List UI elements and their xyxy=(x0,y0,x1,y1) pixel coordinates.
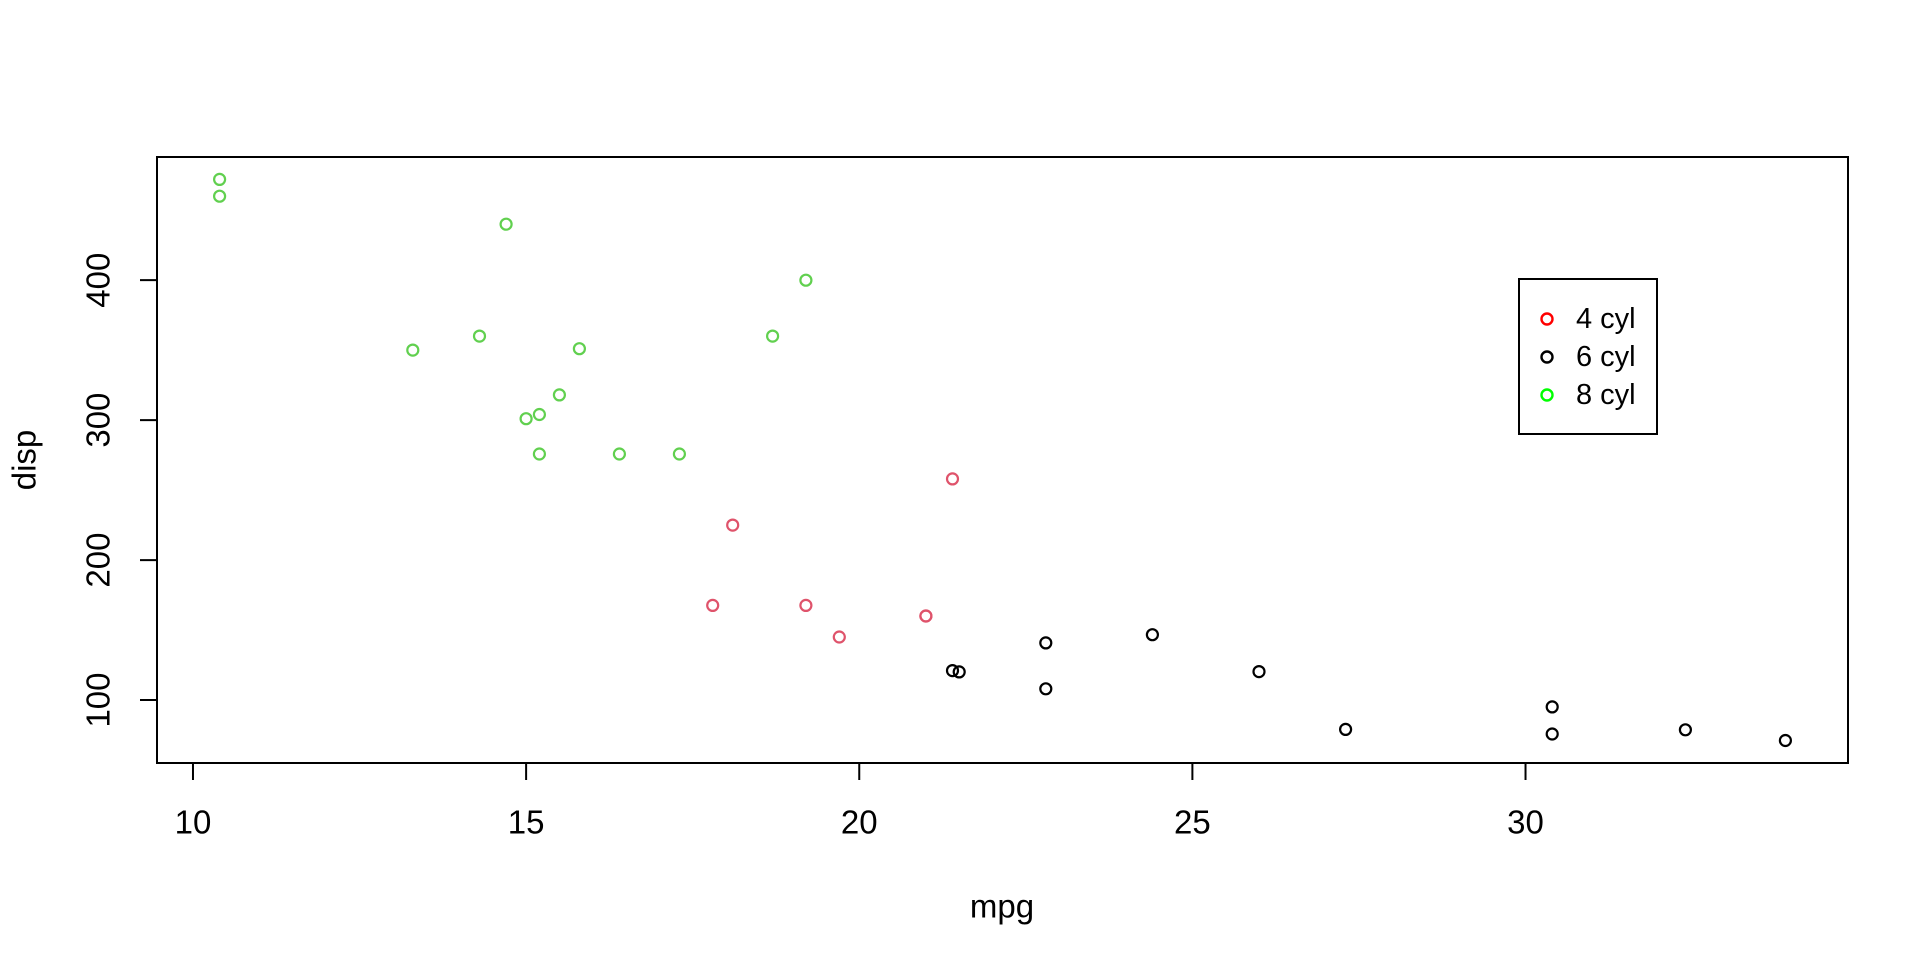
data-point xyxy=(472,329,487,343)
data-point xyxy=(213,172,227,186)
data-point xyxy=(1338,722,1353,737)
data-point xyxy=(919,609,933,623)
data-point xyxy=(1039,682,1053,696)
x-axis: 10 15 20 25 30 xyxy=(175,763,1544,841)
data-point xyxy=(1039,636,1053,650)
data-point xyxy=(799,273,813,287)
data-point xyxy=(945,472,960,486)
data-point xyxy=(1545,700,1559,714)
legend-item-label: 6 cyl xyxy=(1576,341,1636,373)
data-point xyxy=(726,518,740,532)
x-tick-label: 10 xyxy=(175,804,212,841)
data-point xyxy=(519,412,533,426)
legend-items: 4 cyl 6 cyl 8 cyl xyxy=(1540,303,1636,411)
y-tick-label: 400 xyxy=(80,253,117,308)
x-tick-label: 20 xyxy=(841,804,878,841)
y-axis-label: disp xyxy=(6,430,43,491)
data-point xyxy=(572,342,587,356)
data-point xyxy=(612,447,627,461)
data-points xyxy=(213,172,1793,748)
y-tick-label: 200 xyxy=(80,533,117,588)
data-point xyxy=(945,663,960,678)
data-point xyxy=(532,447,547,461)
data-point xyxy=(799,598,813,613)
data-point xyxy=(1678,723,1693,737)
data-point xyxy=(952,665,966,679)
data-point xyxy=(406,343,420,357)
data-point xyxy=(832,630,846,644)
data-point xyxy=(1252,664,1266,679)
y-tick-label: 300 xyxy=(80,393,117,448)
data-point xyxy=(532,407,547,422)
legend-item-label: 8 cyl xyxy=(1576,379,1636,411)
x-tick-label: 30 xyxy=(1507,804,1544,841)
x-tick-label: 15 xyxy=(508,804,545,841)
x-tick-label: 25 xyxy=(1174,804,1211,841)
data-point xyxy=(1545,727,1559,741)
data-point xyxy=(1145,628,1160,642)
y-axis: 100 200 300 400 xyxy=(80,253,157,728)
data-point xyxy=(706,598,720,613)
legend-marker-icon xyxy=(1540,350,1554,364)
legend-marker-icon xyxy=(1540,388,1554,402)
legend-marker-icon xyxy=(1540,312,1554,326)
plot-border xyxy=(156,156,1849,764)
y-tick-label: 100 xyxy=(80,672,117,727)
data-point xyxy=(552,388,567,402)
data-point xyxy=(499,217,513,231)
data-point xyxy=(213,189,227,203)
legend-item-label: 4 cyl xyxy=(1576,303,1636,335)
legend: 4 cyl 6 cyl 8 cyl xyxy=(1518,278,1658,435)
data-point xyxy=(672,447,687,461)
data-point xyxy=(1778,733,1793,748)
x-axis-label: mpg xyxy=(970,888,1034,925)
data-point xyxy=(765,329,780,343)
